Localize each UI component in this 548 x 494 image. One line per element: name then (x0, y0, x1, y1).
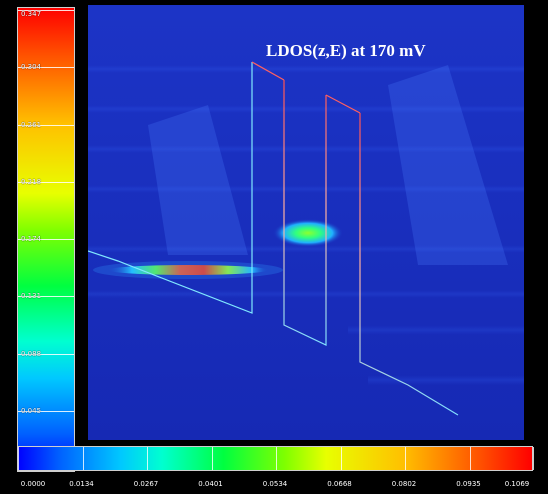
horizontal-colorbar-tick-label: 0.0000 (20, 480, 46, 488)
vertical-colorbar-tick (18, 124, 74, 126)
vertical-colorbar-tick (18, 410, 74, 412)
vertical-colorbar-tick-label: 0.088 (21, 349, 42, 358)
horizontal-colorbar-tick (340, 447, 342, 470)
vertical-colorbar-tick (18, 239, 74, 240)
horizontal-colorbar-tick (82, 447, 84, 470)
background-rays (148, 65, 508, 265)
horizontal-colorbar-tick-label: 0.0534 (262, 480, 288, 488)
vertical-colorbar-tick-label: 0.045 (21, 406, 42, 415)
horizontal-colorbar-tick-label: 0.0802 (391, 480, 417, 488)
vertical-colorbar-tick-label: 0.347 (21, 10, 42, 18)
vertical-colorbar-tick (18, 353, 74, 355)
horizontal-colorbar-tick (147, 447, 148, 470)
horizontal-colorbar-tick (533, 447, 534, 470)
horizontal-colorbar-tick (276, 447, 277, 470)
horizontal-colorbar (17, 446, 534, 471)
horizontal-colorbar-tick-label: 0.0134 (69, 480, 94, 488)
vertical-colorbar-tick (18, 10, 74, 11)
vertical-colorbar: 0.347 0.304 0.261 0.218 0.174 0.131 0.088 0.045… (17, 7, 75, 472)
horizontal-colorbar-tick (211, 447, 213, 470)
horizontal-colorbar-tick-label: 0.0668 (327, 480, 352, 488)
vertical-colorbar-tick (18, 296, 74, 298)
horizontal-colorbar-tick (405, 447, 406, 470)
ldos-heatmap: LDOS(z,E) at 170 mV (88, 5, 524, 440)
vertical-colorbar-ticks: 0.347 0.304 0.261 0.218 0.174 0.131 0.088 0.045… (18, 8, 74, 471)
vertical-colorbar-tick (18, 181, 74, 183)
horizontal-colorbar-tick-label: 0.0401 (198, 480, 223, 488)
horizontal-colorbar-tick (18, 447, 19, 470)
horizontal-colorbar-tick-label: 0.0267 (133, 480, 159, 488)
vertical-colorbar-tick-label: 0.218 (21, 177, 42, 186)
vertical-colorbar-tick-label: 0.261 (21, 120, 42, 129)
vertical-colorbar-tick-label: 0.131 (21, 292, 42, 301)
horizontal-colorbar-tick (469, 447, 471, 470)
background-bands (88, 65, 524, 385)
vertical-colorbar-tick-label: 0.304 (21, 63, 42, 72)
vertical-colorbar-tick (18, 67, 74, 69)
ldos-heatmap-svg (88, 5, 524, 440)
plot-title: LDOS(z,E) at 170 mV (266, 41, 426, 60)
horizontal-colorbar-ticks (18, 447, 534, 470)
vertical-colorbar-tick-label: 0.174 (21, 235, 42, 243)
potential-profile-line (88, 62, 253, 314)
horizontal-colorbar-tick-label: 0.0935 (456, 480, 481, 488)
horizontal-colorbar-labels: 0.0000 0.0134 0.0267 0.0401 0.0534 0.0668 0.08… (17, 480, 533, 492)
horizontal-colorbar-tick-label: 0.1069 (504, 480, 530, 488)
